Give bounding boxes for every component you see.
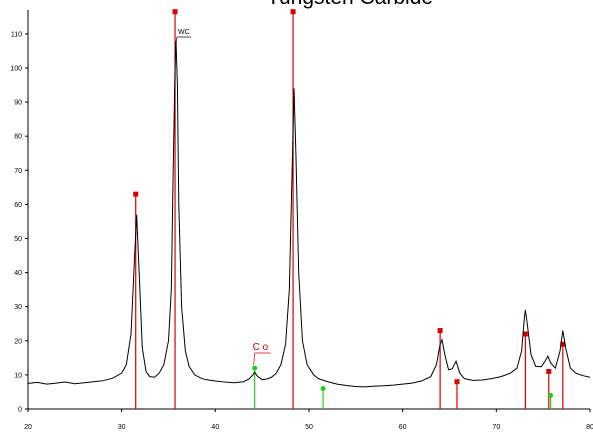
x-tick-label: 70 bbox=[492, 424, 500, 431]
annotation-leader bbox=[174, 36, 178, 49]
reference-marker bbox=[252, 365, 258, 371]
y-tick-label: 20 bbox=[14, 338, 22, 345]
y-tick-label: 30 bbox=[14, 304, 22, 311]
x-tick-label: 20 bbox=[24, 424, 32, 431]
reference-marker bbox=[522, 331, 528, 337]
reference-marker bbox=[454, 379, 460, 385]
x-tick-label: 50 bbox=[305, 424, 313, 431]
y-tick-label: 110 bbox=[11, 31, 22, 38]
y-tick-label: 40 bbox=[14, 270, 22, 277]
reference-marker bbox=[290, 9, 296, 15]
x-tick-label: 30 bbox=[118, 424, 126, 431]
x-tick-label: 60 bbox=[399, 424, 407, 431]
annotation-leader bbox=[253, 352, 256, 366]
y-tick-label: 90 bbox=[14, 100, 22, 107]
annotation-label: WC bbox=[178, 29, 190, 36]
reference-marker bbox=[560, 341, 566, 347]
y-tick-label: 50 bbox=[14, 236, 22, 243]
y-tick-label: 80 bbox=[14, 134, 22, 141]
pattern-line bbox=[27, 40, 591, 388]
reference-marker bbox=[320, 386, 326, 392]
y-tick-label: 70 bbox=[14, 168, 22, 175]
y-tick-label: 100 bbox=[10, 65, 22, 72]
y-tick-label: 10 bbox=[14, 372, 22, 379]
x-tick-label: 80 bbox=[586, 424, 593, 431]
y-tick-label: 0 bbox=[18, 407, 22, 414]
reference-marker bbox=[548, 392, 554, 398]
reference-marker bbox=[437, 328, 443, 334]
y-tick-label: 60 bbox=[14, 202, 22, 209]
annotation-label: C o bbox=[253, 342, 269, 353]
x-tick-label: 40 bbox=[211, 424, 219, 431]
reference-marker bbox=[133, 191, 139, 197]
reference-marker bbox=[172, 9, 178, 15]
reference-marker bbox=[546, 368, 552, 374]
chart-title: Tungsten Carbide bbox=[267, 0, 433, 9]
